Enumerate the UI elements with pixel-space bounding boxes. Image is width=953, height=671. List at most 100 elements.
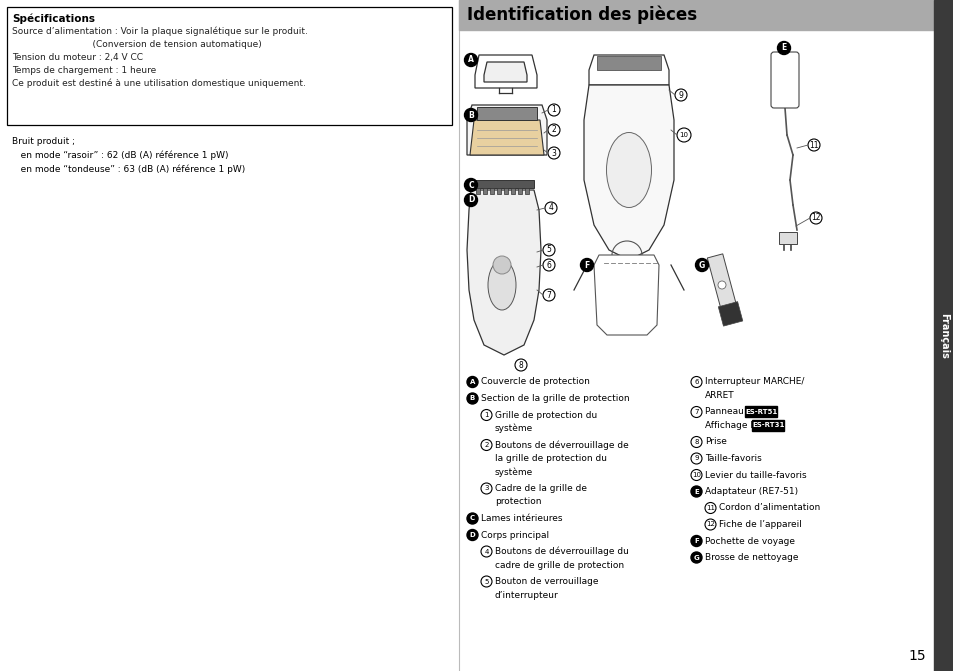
Bar: [933, 0, 953, 671]
Text: 4: 4: [484, 548, 488, 554]
FancyBboxPatch shape: [770, 52, 799, 108]
Polygon shape: [470, 120, 543, 155]
Circle shape: [690, 552, 701, 563]
Circle shape: [467, 376, 477, 387]
Polygon shape: [467, 105, 546, 155]
Text: 4: 4: [548, 203, 553, 213]
Text: C: C: [468, 180, 474, 189]
Text: Lames intérieures: Lames intérieures: [480, 514, 562, 523]
Circle shape: [542, 259, 555, 271]
Bar: [779, 232, 796, 244]
Circle shape: [547, 104, 559, 116]
Text: E: E: [781, 44, 786, 52]
Circle shape: [480, 576, 492, 587]
Text: Adaptateur (RE7-51): Adaptateur (RE7-51): [704, 487, 798, 496]
Text: Panneau LCD: Panneau LCD: [704, 407, 767, 417]
Bar: [472, 180, 534, 188]
Circle shape: [718, 281, 725, 289]
Circle shape: [690, 437, 701, 448]
Text: 5: 5: [546, 246, 551, 254]
Text: ARRET: ARRET: [704, 391, 734, 400]
Text: 1: 1: [484, 412, 488, 418]
Text: 1: 1: [551, 105, 556, 115]
Bar: [751, 419, 783, 431]
Circle shape: [695, 258, 708, 272]
Text: Fiche de l’appareil: Fiche de l’appareil: [719, 520, 801, 529]
Text: la grille de protection du: la grille de protection du: [495, 454, 606, 463]
Text: (Conversion de tension automatique): (Conversion de tension automatique): [12, 40, 261, 49]
Circle shape: [542, 244, 555, 256]
Circle shape: [690, 376, 701, 387]
Text: F: F: [584, 260, 589, 270]
Circle shape: [542, 289, 555, 301]
Circle shape: [464, 178, 477, 191]
Bar: [476, 188, 479, 194]
Bar: [482, 188, 486, 194]
Bar: [7, 7, 452, 125]
Ellipse shape: [606, 132, 651, 207]
Text: Section de la grille de protection: Section de la grille de protection: [480, 394, 629, 403]
Circle shape: [690, 453, 701, 464]
Text: ES-RT31: ES-RT31: [751, 422, 783, 428]
Text: A: A: [468, 56, 474, 64]
Circle shape: [690, 470, 701, 480]
Text: G: G: [699, 260, 704, 270]
Text: système: système: [495, 424, 533, 433]
Circle shape: [480, 409, 492, 421]
Text: 8: 8: [518, 360, 523, 370]
Text: Taille-favoris: Taille-favoris: [704, 454, 760, 463]
Text: Bruit produit ;: Bruit produit ;: [12, 137, 75, 146]
Text: ES-RT51: ES-RT51: [744, 409, 777, 415]
Polygon shape: [583, 85, 673, 260]
Circle shape: [690, 486, 701, 497]
Text: Temps de chargement : 1 heure: Temps de chargement : 1 heure: [12, 66, 156, 75]
Circle shape: [480, 440, 492, 450]
Text: 10: 10: [679, 132, 688, 138]
Circle shape: [807, 139, 820, 151]
Text: 7: 7: [546, 291, 551, 299]
Text: Levier du taille-favoris: Levier du taille-favoris: [704, 470, 806, 480]
Bar: [597, 56, 660, 70]
Text: Tension du moteur : 2,4 V CC: Tension du moteur : 2,4 V CC: [12, 53, 143, 62]
Text: Spécifications: Spécifications: [12, 14, 95, 25]
Text: Identification des pièces: Identification des pièces: [467, 6, 697, 24]
Bar: [458, 0, 933, 30]
Text: Corps principal: Corps principal: [480, 531, 549, 539]
Bar: [476, 107, 537, 120]
Bar: [503, 188, 507, 194]
Text: Grille de protection du: Grille de protection du: [495, 411, 597, 419]
Text: 5: 5: [484, 578, 488, 584]
Circle shape: [515, 359, 526, 371]
Text: 11: 11: [808, 140, 818, 150]
Text: Pochette de voyage: Pochette de voyage: [704, 537, 794, 546]
Circle shape: [777, 42, 790, 54]
Bar: [517, 188, 521, 194]
Text: 10: 10: [691, 472, 700, 478]
Polygon shape: [475, 55, 537, 88]
Circle shape: [480, 483, 492, 494]
Text: Cadre de la grille de: Cadre de la grille de: [495, 484, 586, 493]
Text: Interrupteur MARCHE/: Interrupteur MARCHE/: [704, 378, 803, 386]
Bar: [511, 188, 515, 194]
Polygon shape: [617, 140, 640, 205]
Text: Prise: Prise: [704, 437, 726, 446]
Bar: [490, 188, 494, 194]
Text: système: système: [495, 467, 533, 477]
Bar: [744, 406, 777, 417]
Circle shape: [464, 109, 477, 121]
Text: A: A: [469, 379, 475, 385]
Text: G: G: [693, 554, 699, 560]
Text: 6: 6: [546, 260, 551, 270]
Circle shape: [704, 503, 716, 513]
Circle shape: [579, 258, 593, 272]
Text: 11: 11: [705, 505, 714, 511]
Text: 7: 7: [694, 409, 698, 415]
Text: 12: 12: [810, 213, 820, 223]
Text: d’interrupteur: d’interrupteur: [495, 590, 558, 599]
Text: 8: 8: [694, 439, 698, 445]
Text: B: B: [468, 111, 474, 119]
Text: D: D: [467, 195, 474, 205]
Circle shape: [677, 128, 690, 142]
Text: 12: 12: [705, 521, 714, 527]
Bar: [718, 302, 742, 326]
